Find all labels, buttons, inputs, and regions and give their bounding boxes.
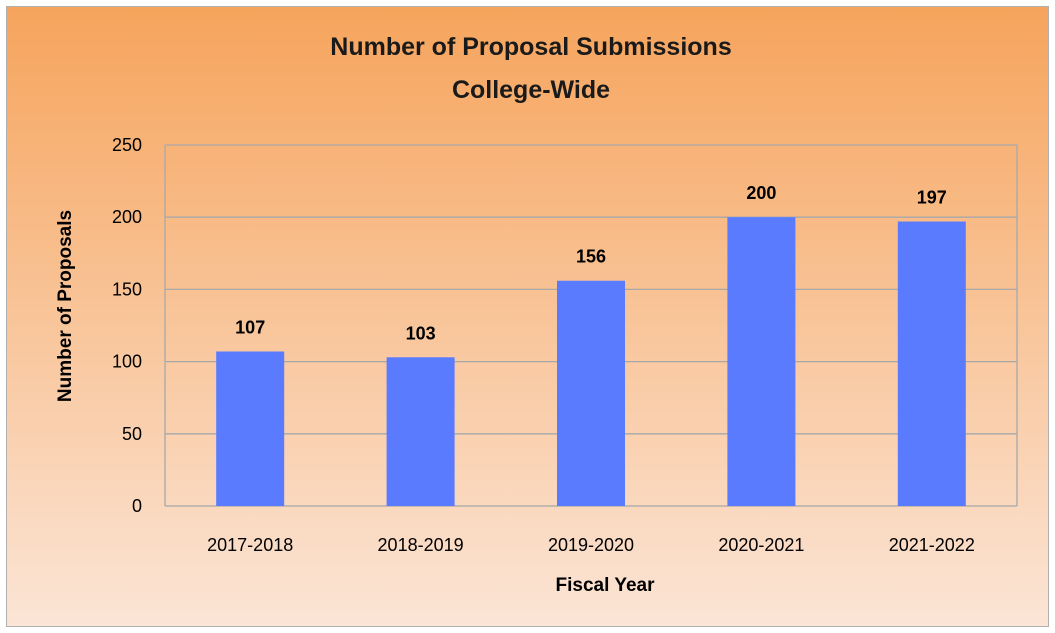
x-tick-label-2018-2019: 2018-2019 xyxy=(378,535,464,555)
y-tick-label: 100 xyxy=(112,352,142,372)
y-axis-title: Number of Proposals xyxy=(55,210,76,402)
data-label-2020-2021: 200 xyxy=(746,183,776,203)
data-label-2018-2019: 103 xyxy=(406,323,436,343)
gridlines xyxy=(164,144,1018,507)
x-tick-label-2017-2018: 2017-2018 xyxy=(207,535,293,555)
y-tick-label: 50 xyxy=(122,424,142,444)
y-tick-label: 150 xyxy=(112,279,142,299)
bar-2021-2022 xyxy=(897,221,966,507)
data-label-2021-2022: 197 xyxy=(917,188,947,208)
bar-2019-2020 xyxy=(557,280,625,506)
x-tick-labels: 2017-2018 2018-2019 2019-2020 2020-2021 2021… xyxy=(207,535,975,555)
x-tick-label-2020-2021: 2020-2021 xyxy=(718,535,804,555)
y-tick-label: 250 xyxy=(112,135,142,155)
bars xyxy=(216,217,966,507)
chart-background xyxy=(7,7,1048,626)
data-label-2017-2018: 107 xyxy=(235,317,265,337)
y-tick-label: 200 xyxy=(112,207,142,227)
bar-2020-2021 xyxy=(727,217,796,506)
y-tick-labels: 0 50 100 150 200 250 xyxy=(112,135,142,516)
bar-2017-2018 xyxy=(216,351,285,506)
chart-frame xyxy=(6,6,1049,627)
chart-title-line-1: Number of Proposal Submissions xyxy=(330,33,731,61)
y-tick-label: 0 xyxy=(132,496,142,516)
chart-title-line-2: College-Wide xyxy=(452,76,610,104)
data-label-2019-2020: 156 xyxy=(576,247,606,267)
data-labels: 107 103 156 200 197 xyxy=(235,183,947,343)
x-tick-label-2019-2020: 2019-2020 xyxy=(548,535,634,555)
x-axis-title: Fiscal Year xyxy=(556,575,656,596)
bar-2018-2019 xyxy=(386,357,455,506)
x-tick-label-2021-2022: 2021-2022 xyxy=(889,535,975,555)
